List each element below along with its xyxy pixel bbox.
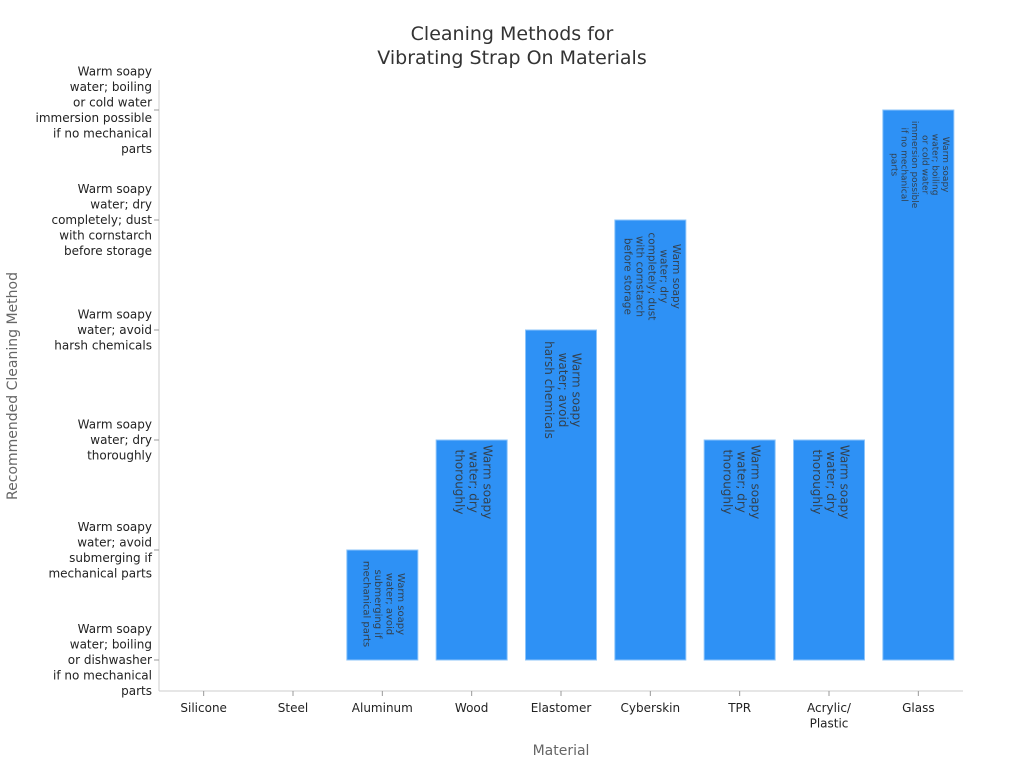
y-tick-label: Warm soapy water; avoid submerging if mecha…	[48, 520, 152, 581]
text-line: water; avoid	[77, 323, 152, 337]
text-line: water; boiling	[930, 134, 940, 196]
text-line: thoroughly	[810, 450, 824, 515]
text-line: submerging if	[372, 569, 383, 638]
text-line: Glass	[902, 701, 935, 715]
text-line: harsh chemicals	[54, 339, 152, 353]
y-tick-label: Warm soapy water; boiling or cold water imm…	[35, 64, 152, 156]
text-line: Warm soapy	[748, 445, 762, 519]
y-tick-label: Warm soapy water; avoid harsh chemicals	[54, 308, 152, 353]
text-line: Warm soapy	[78, 182, 152, 196]
text-line: water; dry	[824, 451, 838, 513]
text-line: Acrylic/	[807, 701, 852, 715]
text-line: Plastic	[810, 717, 849, 731]
text-line: TPR	[727, 701, 751, 715]
bar-label: Warm soapywater; avoidsubmerging ifmecha…	[361, 561, 407, 647]
bar-label: Warm soapywater; drythoroughly	[721, 445, 763, 519]
x-axis-label: Material	[533, 743, 590, 759]
text-line: water; dry	[658, 249, 670, 303]
text-line: mechanical parts	[361, 561, 372, 647]
x-tick-label: Aluminum	[352, 701, 413, 715]
bar-label: Warm soapywater; drycompletely; dustwith…	[622, 232, 682, 320]
text-line: submerging if	[69, 551, 153, 565]
text-line: thoroughly	[453, 450, 467, 515]
text-line: Elastomer	[531, 701, 592, 715]
text-line: immersion possible	[35, 111, 152, 125]
text-line: Warm soapy	[78, 520, 152, 534]
text-line: Warm soapy	[78, 622, 152, 636]
bar	[793, 439, 865, 661]
y-axis-label: Recommended Cleaning Method	[5, 272, 21, 500]
text-line: Warm soapy	[78, 418, 152, 432]
x-tick-label: TPR	[727, 701, 751, 715]
text-line: or cold water	[73, 95, 152, 109]
y-tick-label: Warm soapy water; dry thoroughly	[78, 418, 152, 463]
x-tick-label: Acrylic/Plastic	[807, 701, 852, 731]
text-line: if no mechanical	[899, 127, 909, 201]
text-line: Steel	[278, 701, 308, 715]
text-line: water; avoid	[556, 353, 570, 428]
text-line: or cold water	[919, 135, 929, 195]
text-line: thoroughly	[87, 449, 152, 463]
x-tick-label: Elastomer	[531, 701, 592, 715]
x-tick-label: Steel	[278, 701, 308, 715]
bar-label: Warm soapywater; drythoroughly	[453, 445, 495, 519]
y-tick-label: Warm soapy water; boiling or dishwasher if …	[53, 622, 152, 698]
text-line: or dishwasher	[68, 653, 152, 667]
text-line: water; dry	[466, 451, 480, 513]
text-line: Warm soapy	[838, 445, 852, 519]
text-line: water; dry	[90, 198, 152, 212]
text-line: completely; dust	[646, 232, 658, 320]
text-line: completely; dust	[51, 213, 152, 227]
x-tick-label: Glass	[902, 701, 935, 715]
x-tick-label: Silicone	[180, 701, 227, 715]
bar	[435, 439, 508, 661]
text-line: Warm soapy	[78, 308, 152, 322]
text-line: Aluminum	[352, 701, 413, 715]
text-line: immersion possible	[909, 121, 919, 209]
text-line: with cornstarch	[634, 236, 646, 317]
text-line: parts	[888, 153, 898, 176]
text-line: Warm soapy	[78, 64, 152, 78]
text-line: Vibrating Strap On Materials	[377, 47, 646, 69]
y-tick-label: Warm soapy water; dry completely; dust with…	[51, 182, 152, 258]
text-line: if no mechanical	[53, 126, 152, 140]
text-line: Cleaning Methods for	[411, 23, 614, 45]
text-line: before storage	[622, 238, 634, 315]
text-line: mechanical parts	[48, 566, 152, 580]
text-line: water; dry	[734, 451, 748, 513]
bar	[346, 549, 419, 661]
bar-label: Warm soapywater; boilingor cold waterimm…	[888, 121, 950, 209]
text-line: with cornstarch	[59, 229, 152, 243]
text-line: Warm soapy	[395, 573, 406, 635]
bar	[614, 219, 687, 661]
text-line: water; avoid	[384, 573, 395, 635]
text-line: thoroughly	[721, 450, 735, 515]
text-line: Warm soapy	[480, 445, 494, 519]
text-line: Warm soapy	[940, 137, 950, 193]
text-line: Warm soapy	[570, 353, 584, 427]
bar	[703, 439, 776, 661]
bar-label: Warm soapywater; drythoroughly	[810, 445, 852, 519]
text-line: if no mechanical	[53, 669, 152, 683]
text-line: Wood	[455, 701, 488, 715]
text-line: water; boiling	[70, 80, 152, 94]
text-line: before storage	[64, 244, 152, 258]
bar	[882, 109, 955, 661]
text-line: Silicone	[180, 701, 227, 715]
chart-title: Cleaning Methods for Vibrating Strap On M…	[377, 23, 646, 69]
text-line: Cyberskin	[621, 701, 681, 715]
text-line: harsh chemicals	[542, 341, 556, 439]
text-line: Warm soapy	[670, 244, 682, 309]
bar-label: Warm soapywater; avoidharsh chemicals	[542, 341, 584, 439]
text-line: water; avoid	[77, 535, 152, 549]
bar	[525, 329, 597, 661]
x-tick-label: Wood	[455, 701, 488, 715]
text-line: parts	[121, 142, 152, 156]
text-line: parts	[121, 684, 152, 698]
text-line: water; dry	[90, 433, 152, 447]
x-tick-label: Cyberskin	[621, 701, 681, 715]
text-line: water; boiling	[70, 638, 152, 652]
